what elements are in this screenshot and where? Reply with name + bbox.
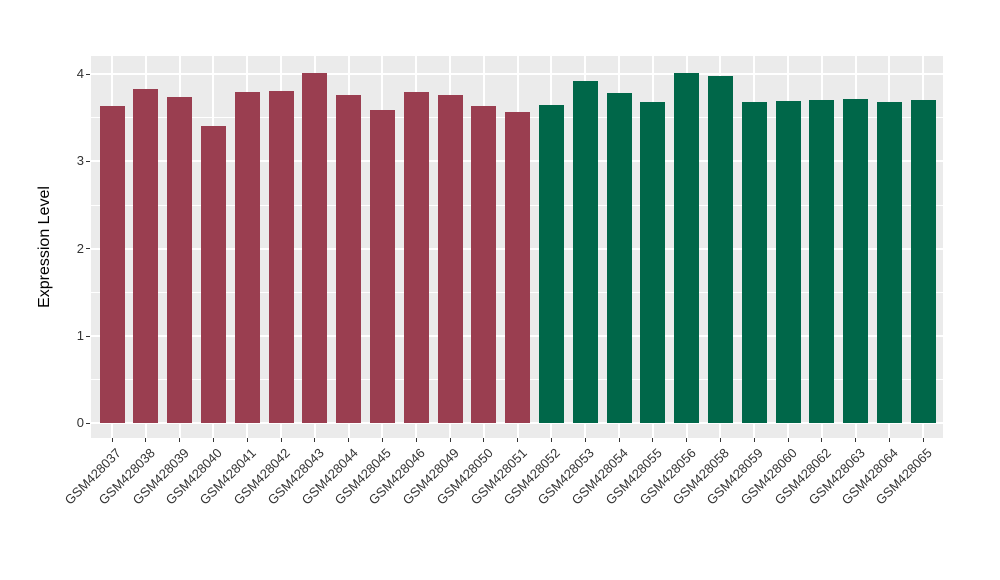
x-axis-tick	[652, 438, 654, 442]
x-axis-tick	[145, 438, 147, 442]
bar-GSM428060	[775, 101, 801, 424]
bar-GSM428052	[538, 104, 564, 424]
bar-GSM428040	[200, 125, 226, 424]
x-axis-tick	[888, 438, 890, 442]
x-axis-tick	[517, 438, 519, 442]
bar-GSM428037	[99, 105, 125, 424]
bar-GSM428050	[471, 106, 497, 424]
bar-GSM428049	[437, 95, 463, 424]
bar-GSM428055	[640, 102, 666, 424]
bar-GSM428051	[505, 111, 531, 424]
x-axis-tick	[753, 438, 755, 442]
bar-GSM428044	[336, 95, 362, 424]
x-axis-tick	[212, 438, 214, 442]
x-axis-tick	[584, 438, 586, 442]
x-axis-tick	[787, 438, 789, 442]
y-axis-tick	[86, 422, 90, 424]
y-axis-tick	[86, 73, 90, 75]
x-axis-tick	[449, 438, 451, 442]
x-axis-tick	[686, 438, 688, 442]
bar-GSM428058	[707, 75, 733, 424]
bar-GSM428062	[809, 100, 835, 424]
bar-GSM428056	[674, 73, 700, 424]
x-axis-tick	[821, 438, 823, 442]
y-tick-label: 1	[76, 328, 84, 343]
bar-GSM428043	[302, 73, 328, 424]
bar-GSM428064	[876, 102, 902, 424]
y-tick-label: 0	[76, 415, 84, 431]
bar-GSM428042	[268, 90, 294, 424]
x-axis-tick	[483, 438, 485, 442]
y-axis-tick	[86, 248, 90, 250]
bar-GSM428039	[167, 96, 193, 424]
x-axis-tick	[348, 438, 350, 442]
y-tick-label: 3	[76, 153, 84, 169]
y-axis-tick	[86, 335, 90, 337]
x-axis-tick	[280, 438, 282, 442]
x-axis-tick	[314, 438, 316, 442]
bar-GSM428065	[910, 100, 936, 424]
x-axis-tick	[179, 438, 181, 442]
y-tick-label: 4	[76, 66, 84, 82]
bar-GSM428041	[234, 92, 260, 424]
bar-GSM428053	[572, 81, 598, 424]
x-axis-tick	[111, 438, 113, 442]
x-axis-tick	[719, 438, 721, 442]
x-axis-tick	[246, 438, 248, 442]
x-axis-tick	[618, 438, 620, 442]
y-axis-tick	[86, 160, 90, 162]
y-tick-label: 2	[76, 240, 84, 256]
plot-panel	[91, 56, 943, 438]
x-axis-tick	[855, 438, 857, 442]
bar-GSM428045	[369, 109, 395, 424]
x-axis-tick	[415, 438, 417, 442]
bar-GSM428063	[843, 99, 869, 424]
bar-GSM428038	[133, 88, 159, 424]
x-axis-tick	[922, 438, 924, 442]
bar-GSM428054	[606, 93, 632, 424]
y-axis-title: Expression Level	[36, 186, 53, 308]
bar-GSM428059	[741, 102, 767, 424]
bar-GSM428046	[403, 92, 429, 424]
x-axis-tick	[550, 438, 552, 442]
x-axis-tick	[381, 438, 383, 442]
